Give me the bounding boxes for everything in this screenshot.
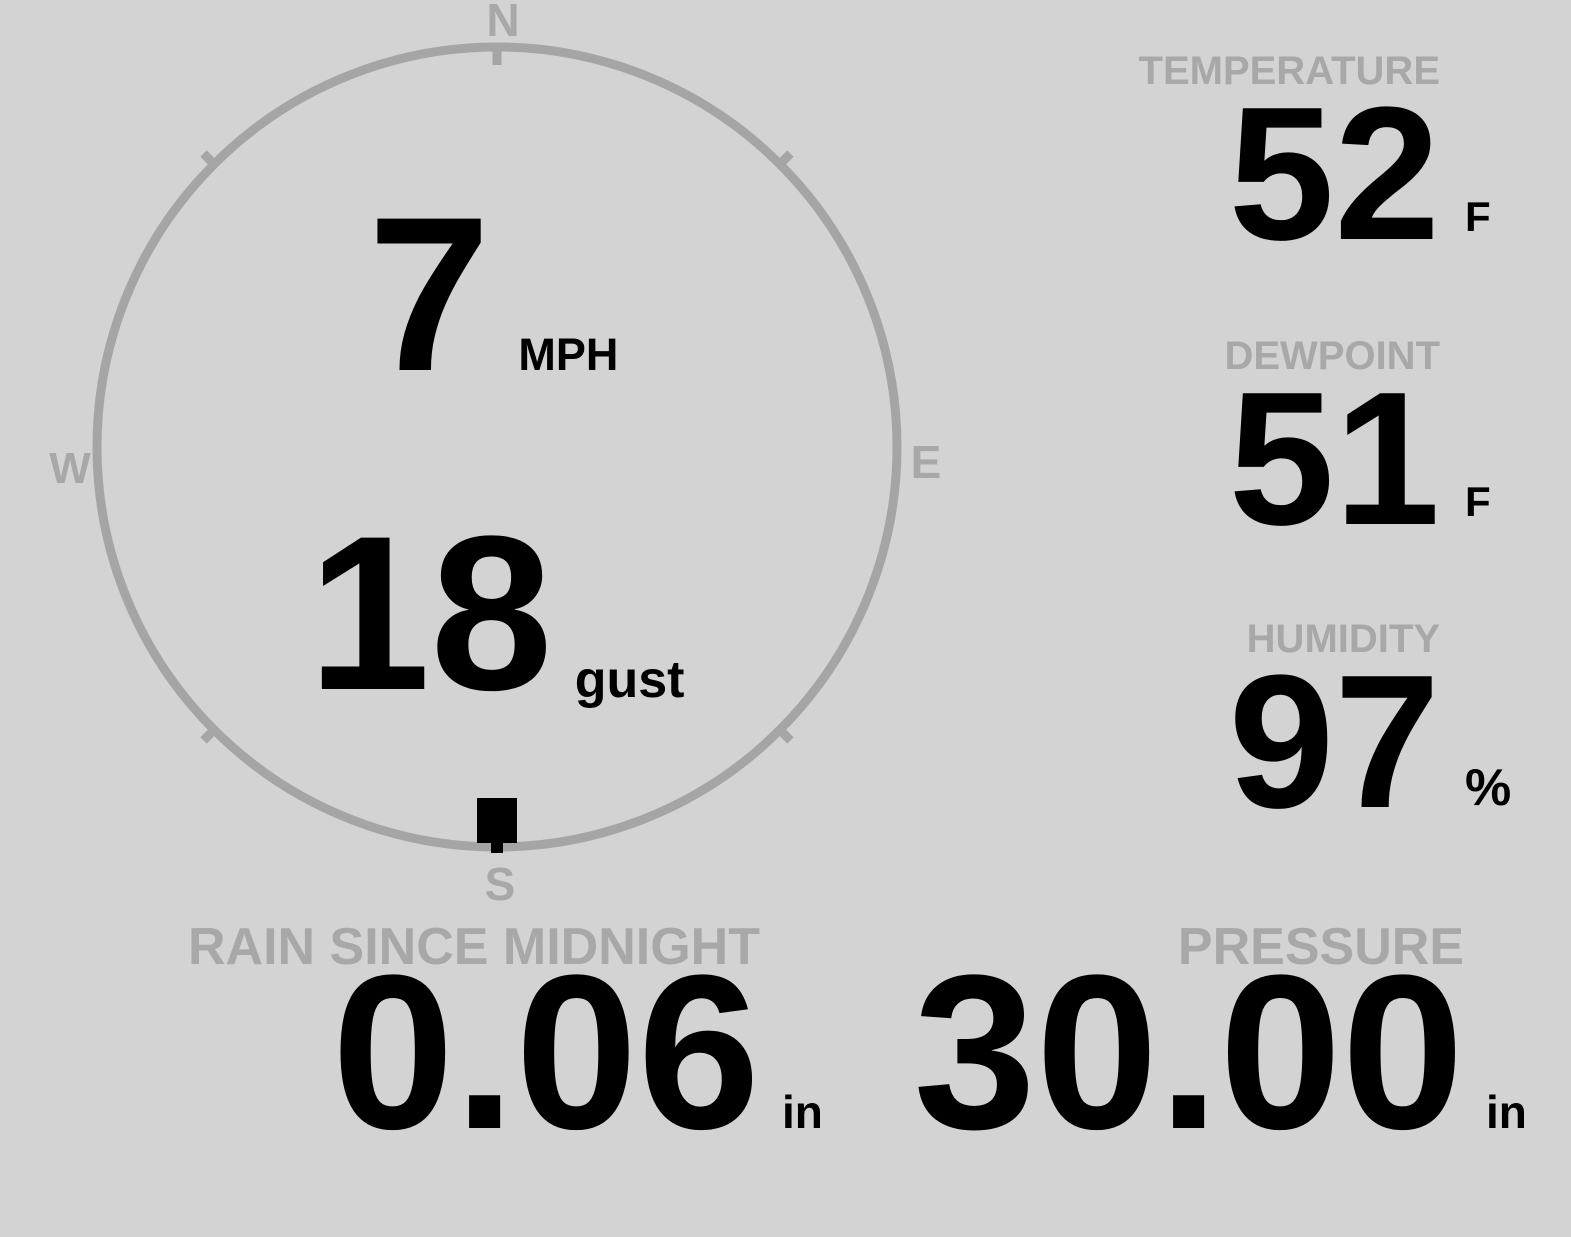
wind-speed-value: 7 [368,171,491,417]
rain-label: RAIN SINCE MIDNIGHT [188,918,760,976]
panel-humidity: HUMIDITY 97 % [1229,619,1520,837]
panel-pressure: PRESSURE 30.00 in [913,921,1544,1162]
humidity-value: 97 [1228,636,1440,848]
rain-value: 0.06 [331,929,760,1175]
wind-direction-marker [477,798,517,853]
temperature-value: 52 [1228,68,1440,280]
wind-gust-label: gust [574,651,685,709]
pressure-value: 30.00 [913,929,1464,1175]
panel-temperature: TEMPERATURE 52 F [1139,51,1520,269]
compass-tick-northwest [200,150,220,170]
temperature-label: TEMPERATURE [1138,49,1440,93]
panel-rain-since-midnight: RAIN SINCE MIDNIGHT 0.06 in [188,921,840,1162]
humidity-unit: % [1465,759,1512,817]
temperature-unit: F [1465,193,1491,240]
compass-label-east: E [910,436,942,488]
wind-gust-reading: 18 gust [308,503,684,723]
compass-tick-southwest [200,724,220,744]
compass-label-north: N [486,0,520,46]
wind-speed-reading: 7 MPH [368,184,618,404]
humidity-label: HUMIDITY [1246,617,1440,661]
compass-label-south: S [484,858,516,910]
compass-label-west: W [49,444,91,493]
dewpoint-value: 51 [1228,353,1440,565]
dewpoint-label: DEWPOINT [1224,334,1440,378]
compass-tick-southeast [774,724,794,744]
compass-tick-northeast [774,150,794,170]
pressure-label: PRESSURE [1177,918,1464,976]
rain-unit: in [782,1086,823,1138]
pressure-unit: in [1486,1086,1527,1138]
wind-speed-unit: MPH [518,329,619,380]
panel-dewpoint: DEWPOINT 51 F [1224,336,1520,554]
wind-gust-value: 18 [308,490,553,736]
dewpoint-unit: F [1465,478,1491,525]
